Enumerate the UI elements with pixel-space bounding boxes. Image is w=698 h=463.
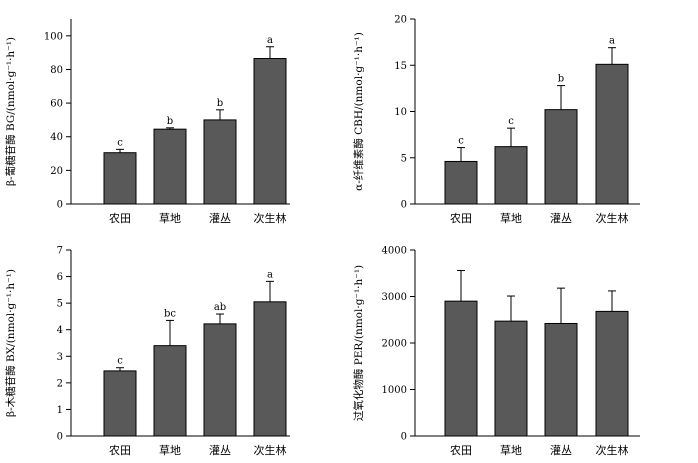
y-tick-label-1: 1 (57, 405, 63, 416)
bar-1 (494, 320, 528, 437)
significance-label-1: c (508, 116, 514, 127)
bar-0 (103, 370, 137, 437)
category-label-2: 灌丛 (550, 212, 572, 225)
significance-label-2: b (217, 98, 223, 109)
bar-3 (253, 58, 287, 205)
y-tick-label-0: 0 (57, 200, 63, 211)
category-label-1: 草地 (159, 212, 181, 225)
y-tick-label-3: 15 (394, 61, 407, 72)
bar-0 (103, 152, 137, 205)
y-axis-title: α-纤维素酶 CBH/(nmol·g⁻¹·h⁻¹) (352, 32, 365, 191)
category-label-2: 灌丛 (209, 212, 231, 225)
category-label-0: 农田 (109, 443, 131, 457)
category-label-1: 草地 (159, 444, 181, 457)
significance-label-3: a (609, 36, 615, 47)
y-tick-label-1: 1000 (382, 385, 407, 396)
significance-label-2: b (558, 74, 564, 85)
category-label-1: 草地 (500, 212, 522, 225)
y-tick-label-0: 0 (57, 432, 63, 443)
bar-2 (544, 322, 578, 437)
y-tick-label-2: 2 (57, 378, 63, 389)
y-tick-label-4: 4000 (382, 246, 407, 257)
significance-label-1: b (167, 116, 173, 127)
category-label-0: 农田 (450, 211, 472, 225)
y-tick-label-3: 3000 (382, 292, 407, 303)
bar-2 (203, 119, 237, 205)
y-axis-title: β-木糖苷酶 BX/(nmol·g⁻¹·h⁻¹) (4, 269, 17, 417)
y-tick-label-0: 0 (401, 432, 407, 443)
y-tick-label-0: 0 (401, 200, 407, 211)
y-tick-label-1: 5 (401, 153, 407, 164)
bar-0 (444, 160, 478, 205)
chart-per-enzyme: 农田 草地 灌丛 次生林 0 1000 2000 3000 4000 过氧化物酶 PER/(nmo… (352, 246, 640, 457)
y-tick-label-2: 40 (50, 132, 63, 143)
y-tick-label-4: 4 (57, 325, 63, 336)
category-label-3: 次生林 (596, 443, 629, 457)
y-tick-label-3: 3 (57, 352, 63, 363)
significance-label-0: c (458, 136, 464, 147)
chart-cbh-enzyme: c 农田 c 草地 b 灌丛 a 次生林 0 5 10 15 20 α-纤维素酶 CBH/(nmol·g⁻… (352, 15, 640, 225)
y-tick-label-2: 10 (394, 107, 407, 118)
significance-label-1: bc (164, 308, 176, 319)
y-tick-label-3: 60 (50, 99, 63, 110)
y-tick-label-1: 20 (50, 166, 63, 177)
category-label-0: 农田 (450, 443, 472, 457)
category-label-0: 农田 (109, 211, 131, 225)
bar-1 (494, 146, 528, 205)
significance-label-0: c (117, 137, 123, 148)
chart-bg-enzyme: c 农田 b 草地 b 灌丛 a 次生林 0 20 40 60 80 100 β-葡糖苷酶 BG/(nmol… (4, 19, 290, 225)
bar-0 (444, 300, 478, 437)
significance-label-2: ab (214, 302, 226, 313)
bar-3 (595, 310, 629, 437)
y-axis-title: 过氧化物酶 PER/(nmol·g⁻¹·h⁻¹) (352, 265, 365, 421)
bar-1 (153, 345, 187, 437)
y-tick-label-2: 2000 (382, 339, 407, 350)
bar-3 (595, 63, 629, 205)
category-label-3: 次生林 (254, 211, 287, 225)
category-label-3: 次生林 (254, 443, 287, 457)
y-tick-label-7: 7 (57, 246, 63, 257)
chart-bx-enzyme: c 农田 bc 草地 ab 灌丛 a 次生林 0 1 2 3 4 5 6 7 β-木糖苷酶 BX/(nmol·g… (4, 246, 290, 457)
bar-2 (544, 109, 578, 205)
category-label-2: 灌丛 (209, 444, 231, 457)
bar-1 (153, 128, 187, 205)
y-axis-title: β-葡糖苷酶 BG/(nmol·g⁻¹·h⁻¹) (4, 37, 17, 186)
y-tick-label-4: 80 (50, 65, 63, 76)
category-label-2: 灌丛 (550, 444, 572, 457)
y-tick-label-5: 100 (44, 31, 63, 42)
y-tick-label-4: 20 (394, 15, 407, 26)
bar-2 (203, 323, 237, 437)
significance-label-3: a (267, 269, 273, 280)
significance-label-0: c (117, 356, 123, 367)
bar-3 (253, 301, 287, 437)
y-tick-label-5: 5 (57, 299, 63, 310)
category-label-3: 次生林 (596, 211, 629, 225)
y-tick-label-6: 6 (57, 272, 63, 283)
category-label-1: 草地 (500, 444, 522, 457)
significance-label-3: a (267, 35, 273, 46)
